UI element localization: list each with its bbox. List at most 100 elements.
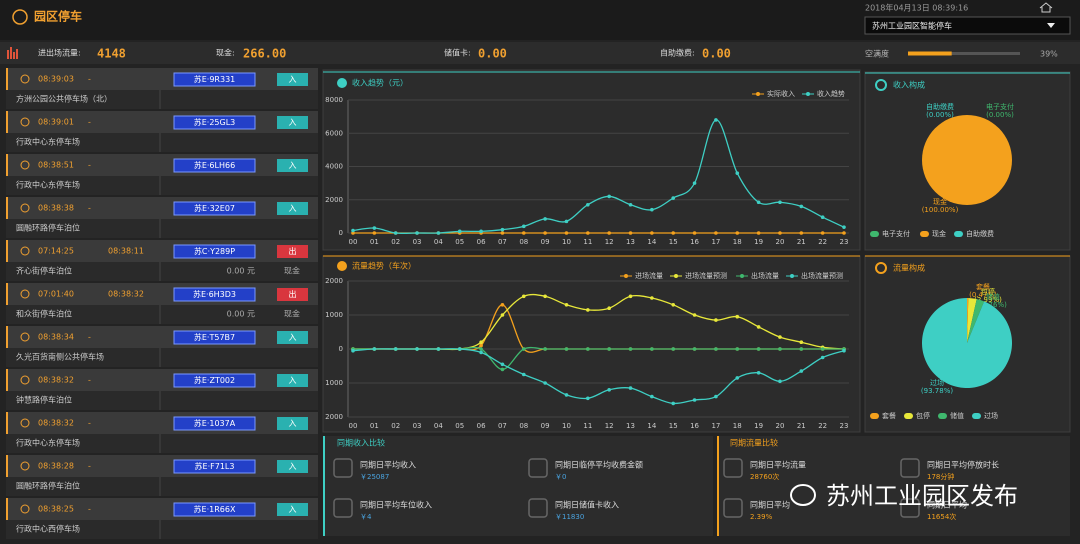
data-point [650, 207, 654, 212]
data-point [500, 231, 505, 235]
action-button[interactable] [277, 116, 308, 129]
data-point [671, 196, 676, 200]
y-tick-label: 2000 [325, 413, 343, 421]
x-tick-label: 06 [477, 422, 486, 430]
header-title: 园区停车 [34, 9, 82, 24]
action-button[interactable] [277, 331, 308, 344]
compare-icon [528, 498, 548, 518]
data-point [607, 194, 611, 199]
action: 入 [289, 376, 297, 385]
chart-icon [337, 261, 347, 271]
data-point [842, 348, 846, 353]
data-point [692, 398, 697, 402]
data-point [628, 347, 633, 351]
data-point [500, 313, 505, 317]
compare-icon [723, 498, 743, 518]
action-button[interactable] [277, 288, 308, 301]
data-point [564, 231, 569, 235]
plate: 苏E·ZT002 [194, 375, 235, 385]
legend-swatch [904, 413, 913, 419]
action-button[interactable] [277, 202, 308, 215]
record-out-time: - [88, 118, 91, 127]
plate: 苏E·1037A [194, 418, 236, 428]
record-in-time: 08:38:51 [38, 161, 74, 170]
action-button[interactable] [277, 73, 308, 86]
action: 入 [289, 333, 297, 342]
record-row-accent [6, 240, 8, 262]
data-point [842, 231, 846, 235]
slice-value: (2.99%) [974, 296, 1002, 304]
data-point [714, 394, 718, 399]
compare-title: 同期流量比较 [730, 438, 778, 448]
data-point [543, 347, 547, 351]
data-point [714, 231, 718, 235]
location: 行政中心东停车场 [16, 180, 80, 190]
data-point [393, 231, 398, 235]
action-button[interactable] [277, 159, 308, 172]
plate-box [173, 115, 256, 130]
data-point [735, 171, 740, 175]
x-tick-label: 11 [583, 422, 592, 430]
x-tick-label: 13 [626, 422, 635, 430]
data-point [607, 306, 611, 311]
data-point [521, 231, 526, 235]
stat-value: 4148 [97, 47, 126, 61]
data-point [628, 386, 633, 390]
fullness-value: 39% [1040, 50, 1058, 59]
data-point [351, 231, 355, 235]
action-button[interactable] [277, 460, 308, 473]
action-button[interactable] [277, 374, 308, 387]
stat-value: 0.00 [478, 47, 507, 61]
dropdown[interactable] [864, 16, 1071, 35]
x-tick-label: 08 [519, 422, 528, 430]
data-point [607, 388, 611, 392]
data-point [586, 202, 590, 207]
x-tick-label: 02 [391, 422, 400, 430]
record-out-time: - [88, 462, 91, 471]
data-point [500, 227, 505, 232]
x-tick-label: 02 [391, 238, 400, 246]
record-row-accent [6, 68, 8, 90]
datetime: 2018年04月13日 08:39:16 [865, 3, 968, 13]
legend-label: 出场流量预测 [801, 271, 843, 280]
record-in-time: 08:38:28 [38, 462, 74, 471]
data-point [372, 347, 377, 351]
legend-dot [740, 274, 744, 278]
data-point [650, 347, 654, 351]
plate: 苏E·1R66X [194, 504, 236, 514]
data-point [543, 294, 547, 299]
data-point [586, 347, 590, 351]
x-tick-label: 00 [349, 238, 358, 246]
record-in-time: 08:38:32 [38, 419, 74, 428]
compare-label: 同期日平均 [927, 500, 967, 510]
action: 入 [289, 118, 297, 127]
record-in-time: 08:38:38 [38, 204, 74, 213]
action-button[interactable] [277, 503, 308, 516]
watermark-icon [790, 484, 816, 506]
data-point [586, 308, 590, 312]
legend-swatch [938, 413, 947, 419]
legend-label: 收入趋势 [817, 89, 845, 98]
record-out-time: - [88, 75, 91, 84]
data-point [564, 219, 569, 224]
record-row-accent [6, 326, 8, 348]
location: 圆融环路停车泊位 [16, 223, 80, 233]
action-button[interactable] [277, 245, 308, 258]
legend-label: 储值 [950, 411, 964, 420]
record-out-time: 08:38:11 [108, 247, 144, 256]
data-point [372, 231, 377, 235]
home-icon[interactable] [1039, 2, 1053, 13]
slice-value: (2.76%) [979, 301, 1007, 309]
x-tick-label: 15 [669, 422, 678, 430]
x-tick-label: 04 [434, 238, 443, 246]
data-point [372, 226, 377, 230]
data-point [820, 231, 825, 235]
x-tick-label: 14 [647, 238, 656, 246]
action-button[interactable] [277, 417, 308, 430]
clock-icon [20, 332, 30, 342]
location: 行政中心东停车场 [16, 438, 80, 448]
x-tick-label: 05 [455, 422, 464, 430]
compare-value: ￥4 [360, 513, 372, 521]
record-out-time: - [88, 505, 91, 514]
data-point [564, 303, 569, 307]
